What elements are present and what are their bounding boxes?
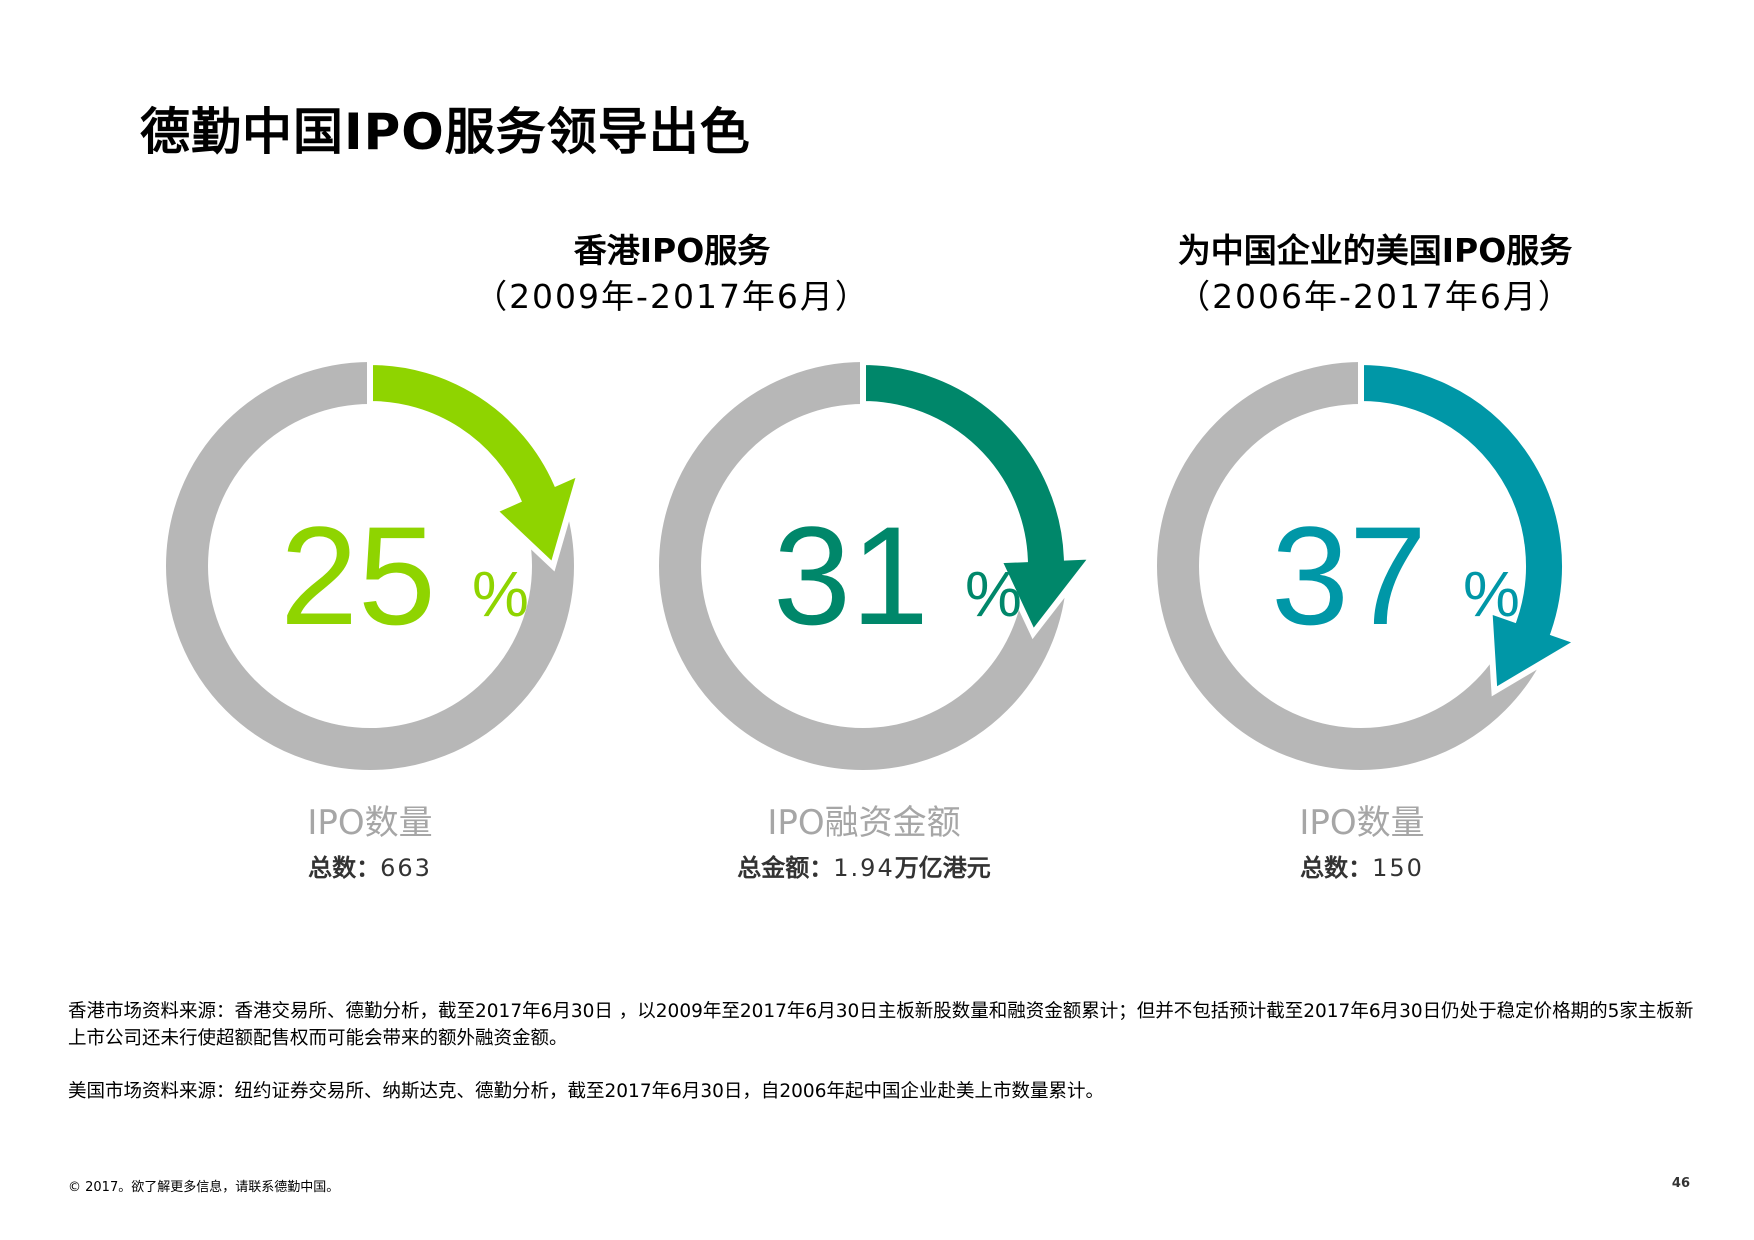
hk-group-period: （2009年-2017年6月） [474,277,870,316]
hk-group-title: 香港IPO服务 [573,231,771,270]
chart-1-value: 25 [280,497,436,654]
chart-2-value: 31 [773,497,929,654]
hk-group-header: 香港IPO服务 （2009年-2017年6月） [372,228,972,320]
chart-2-total-value: 1.94 [833,854,895,882]
chart-1-arrow-arc [367,358,585,572]
page-title: 德勤中国IPO服务领导出色 [140,103,751,161]
us-group-period: （2006年-2017年6月） [1177,277,1573,316]
chart-1-percent-sign: % [472,558,529,630]
chart-2-total: 总金额：1.94万亿港元 [664,848,1064,883]
us-group-header: 为中国企业的美国IPO服务 （2006年-2017年6月） [1075,228,1675,320]
chart-2-total-unit: 万亿港元 [894,854,991,882]
chart-2-percent-sign: % [965,558,1022,630]
chart-2-arrow-arc [860,358,1100,640]
chart-1-total-label: 总数： [308,854,381,882]
chart-1-total: 总数：663 [170,848,570,883]
chart-2-label: IPO融资金额 [767,803,961,843]
page-number: 46 [1671,1176,1690,1191]
copyright-footer: © 2017。欲了解更多信息，请联系德勤中国。 [68,1180,340,1195]
chart-1-label: IPO数量 [307,803,433,843]
chart-3-percent-sign: % [1463,558,1520,630]
chart-1-total-value: 663 [380,854,432,882]
chart-3-arrow-arc [1358,358,1586,697]
us-group-title: 为中国企业的美国IPO服务 [1177,231,1573,270]
chart-2-total-label: 总金额： [737,854,834,882]
chart-3-label: IPO数量 [1299,803,1425,843]
chart-3-total-label: 总数： [1300,854,1373,882]
us-source-note: 美国市场资料来源：纽约证券交易所、纳斯达克、德勤分析，截至2017年6月30日，… [68,1081,1104,1102]
chart-3-value: 37 [1271,497,1427,654]
hk-source-note: 香港市场资料来源：香港交易所、德勤分析，截至2017年6月30日 ，以2009年… [68,1001,1694,1049]
chart-3-total-value: 150 [1372,854,1424,882]
chart-3-total: 总数：150 [1162,848,1562,883]
